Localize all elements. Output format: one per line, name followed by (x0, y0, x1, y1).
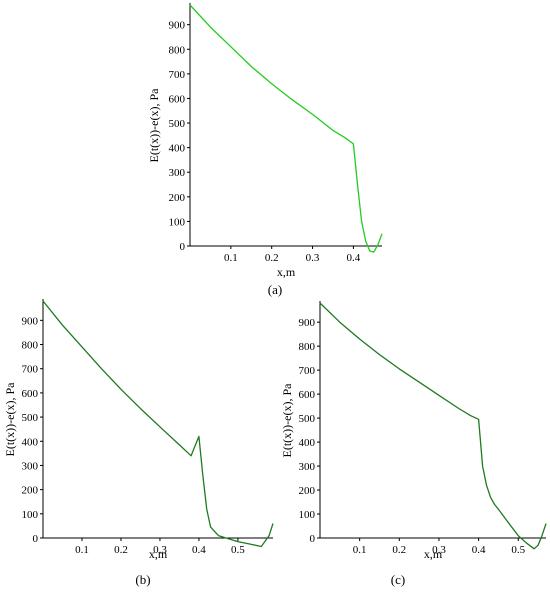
y-tick-label: 400 (299, 437, 316, 449)
y-axis-label: E(t(x))-e(x), Pa (147, 88, 161, 163)
series-line (319, 302, 547, 550)
x-axis-label: x,m (277, 265, 296, 279)
y-tick-label: 600 (22, 388, 39, 400)
x-tick-label: 0.4 (472, 544, 486, 556)
y-tick-label: 0 (310, 533, 316, 545)
chart-panel-b: 0 100 200 300 400 500 600 700 800 900 0.1 0.2 0.3 0.4… (3, 299, 274, 561)
y-tick-label: 700 (299, 365, 316, 377)
y-tick-label: 100 (299, 509, 316, 521)
y-tick-label: 300 (169, 167, 186, 179)
y-tick-label: 100 (22, 509, 39, 521)
chart-panel-a: 0 100 200 300 400 500 600 700 800 900 0.1 0.2 0.3 0.4… (147, 3, 383, 279)
caption-b: (b) (135, 572, 151, 587)
y-tick-label: 600 (299, 389, 316, 401)
y-tick-label: 200 (299, 485, 316, 497)
y-tick-label: 900 (22, 315, 39, 327)
y-tick-label: 600 (169, 93, 186, 105)
y-tick-label: 0 (33, 533, 39, 545)
x-axis-label: x,m (424, 547, 443, 561)
x-tick-label: 0.2 (265, 252, 279, 264)
y-tick-label: 0 (180, 241, 186, 253)
x-tick-label: 0.4 (192, 544, 206, 556)
y-tick-label: 900 (299, 317, 316, 329)
x-tick-label: 0.1 (75, 544, 89, 556)
x-tick-label: 0.5 (231, 544, 245, 556)
x-tick-label: 0.3 (432, 544, 446, 556)
y-tick-label: 400 (169, 143, 186, 155)
x-tick-label: 0.2 (392, 544, 406, 556)
x-tick-label: 0.4 (347, 252, 361, 264)
y-tick-label: 200 (169, 192, 186, 204)
x-axis-label: x,m (149, 547, 168, 561)
y-tick-label: 700 (22, 364, 39, 376)
caption-a: (a) (267, 282, 283, 297)
chart-panel-c: 0 100 200 300 400 500 600 700 800 900 0.1 0.2 0.3 0.4… (280, 301, 547, 561)
y-tick-label: 300 (22, 460, 39, 472)
y-tick-label: 200 (22, 485, 39, 497)
y-axis-label: E(t(x))-e(x), Pa (280, 383, 294, 458)
y-tick-label: 500 (299, 413, 316, 425)
y-tick-label: 500 (169, 118, 186, 130)
caption-c: (c) (390, 572, 406, 587)
y-tick-label: 700 (169, 69, 186, 81)
x-tick-label: 0.1 (353, 544, 367, 556)
y-tick-label: 500 (22, 412, 39, 424)
x-tick-label: 0.2 (114, 544, 128, 556)
series-line (42, 300, 274, 548)
series-line (189, 4, 383, 253)
x-tick-label: 0.3 (153, 544, 167, 556)
y-axis-label: E(t(x))-e(x), Pa (3, 382, 17, 457)
y-tick-label: 800 (169, 44, 186, 56)
y-tick-label: 100 (169, 216, 186, 228)
y-tick-label: 900 (169, 20, 186, 32)
y-tick-label: 800 (299, 341, 316, 353)
x-tick-label: 0.3 (306, 252, 320, 264)
x-tick-label: 0.1 (224, 252, 238, 264)
x-tick-label: 0.5 (511, 544, 525, 556)
y-tick-label: 300 (299, 461, 316, 473)
y-tick-label: 400 (22, 436, 39, 448)
y-tick-label: 800 (22, 340, 39, 352)
